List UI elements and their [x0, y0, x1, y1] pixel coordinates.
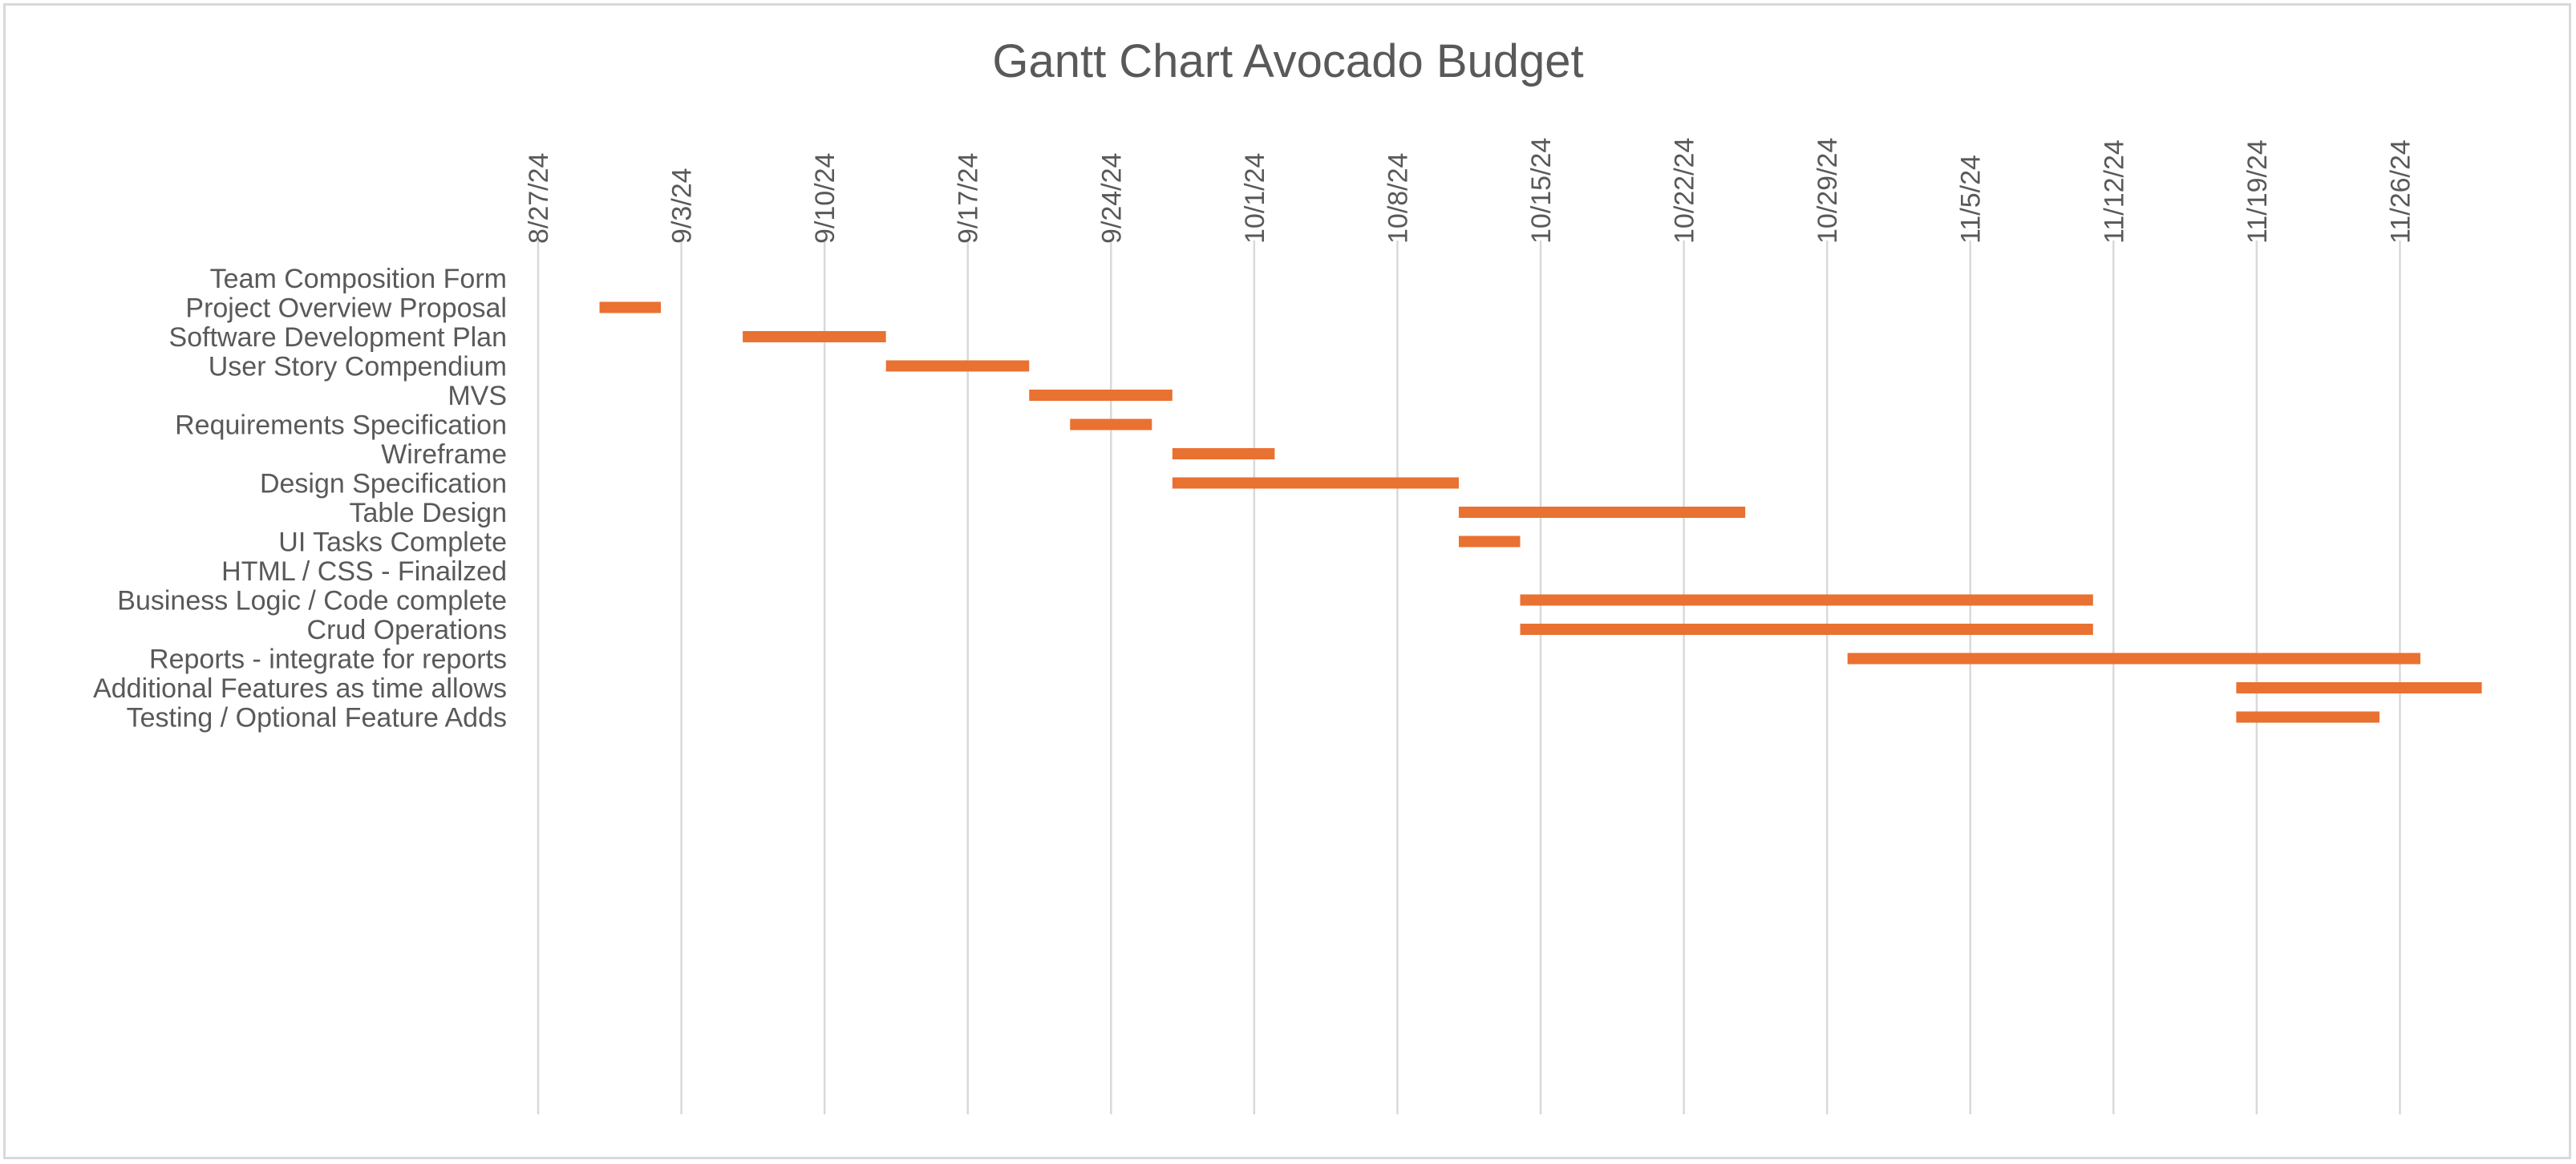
task-label: Business Logic / Code complete — [117, 586, 507, 616]
task-label: Table Design — [349, 498, 507, 528]
x-tick-label: 10/8/24 — [1383, 153, 1413, 244]
task-label: Reports - integrate for reports — [149, 645, 507, 675]
task-bar — [1520, 624, 2093, 635]
x-tick-label: 9/3/24 — [667, 168, 698, 244]
task-bar — [1458, 536, 1521, 548]
date-axis: 8/27/24 9/3/24 9/10/24 9/17/24 9/24/24 10/1/2… — [524, 138, 2416, 244]
task-label: Project Overview Proposal — [185, 293, 507, 324]
task-bar — [2236, 711, 2380, 723]
task-bar — [1847, 653, 2420, 665]
task-label: User Story Compendium — [209, 352, 507, 382]
task-label: Testing / Optional Feature Adds — [127, 703, 507, 734]
task-bar — [1520, 594, 2093, 606]
task-label: HTML / CSS - Finailzed — [221, 556, 507, 587]
task-bar — [1172, 448, 1275, 459]
chart-frame — [3, 3, 2571, 1159]
task-bar — [2236, 682, 2482, 693]
x-tick-label: 9/10/24 — [810, 153, 840, 244]
task-label: Wireframe — [381, 439, 507, 470]
grid-lines — [537, 240, 2401, 1114]
task-label: UI Tasks Complete — [278, 527, 507, 558]
task-bars — [599, 301, 2482, 723]
task-bar — [1458, 507, 1746, 518]
task-label: Additional Features as time allows — [93, 673, 507, 704]
x-tick-label: 10/22/24 — [1670, 138, 1700, 244]
x-tick-label: 11/26/24 — [2385, 139, 2416, 244]
task-bar — [885, 360, 1030, 372]
task-label: Design Specification — [260, 469, 507, 499]
x-tick-label: 10/1/24 — [1240, 153, 1270, 244]
task-label: Requirements Specification — [175, 410, 507, 441]
x-tick-label: 10/15/24 — [1526, 138, 1557, 244]
x-tick-label: 11/5/24 — [1956, 155, 1987, 244]
task-label: MVS — [448, 381, 507, 411]
task-label: Crud Operations — [307, 615, 507, 645]
task-bar — [599, 301, 662, 313]
task-label: Team Composition Form — [210, 264, 507, 294]
x-tick-label: 8/27/24 — [524, 153, 554, 244]
chart-title: Gantt Chart Avocado Budget — [992, 35, 1583, 87]
x-tick-label: 9/24/24 — [1096, 153, 1127, 244]
task-bar — [1029, 390, 1173, 401]
task-label: Software Development Plan — [169, 322, 507, 353]
x-tick-label: 11/12/24 — [2099, 139, 2129, 244]
x-tick-label: 11/19/24 — [2242, 139, 2273, 244]
task-bar — [743, 331, 886, 342]
task-bar — [1172, 477, 1459, 489]
task-bar — [1070, 418, 1152, 430]
x-tick-label: 9/17/24 — [954, 153, 984, 244]
x-tick-label: 10/29/24 — [1813, 138, 1843, 244]
